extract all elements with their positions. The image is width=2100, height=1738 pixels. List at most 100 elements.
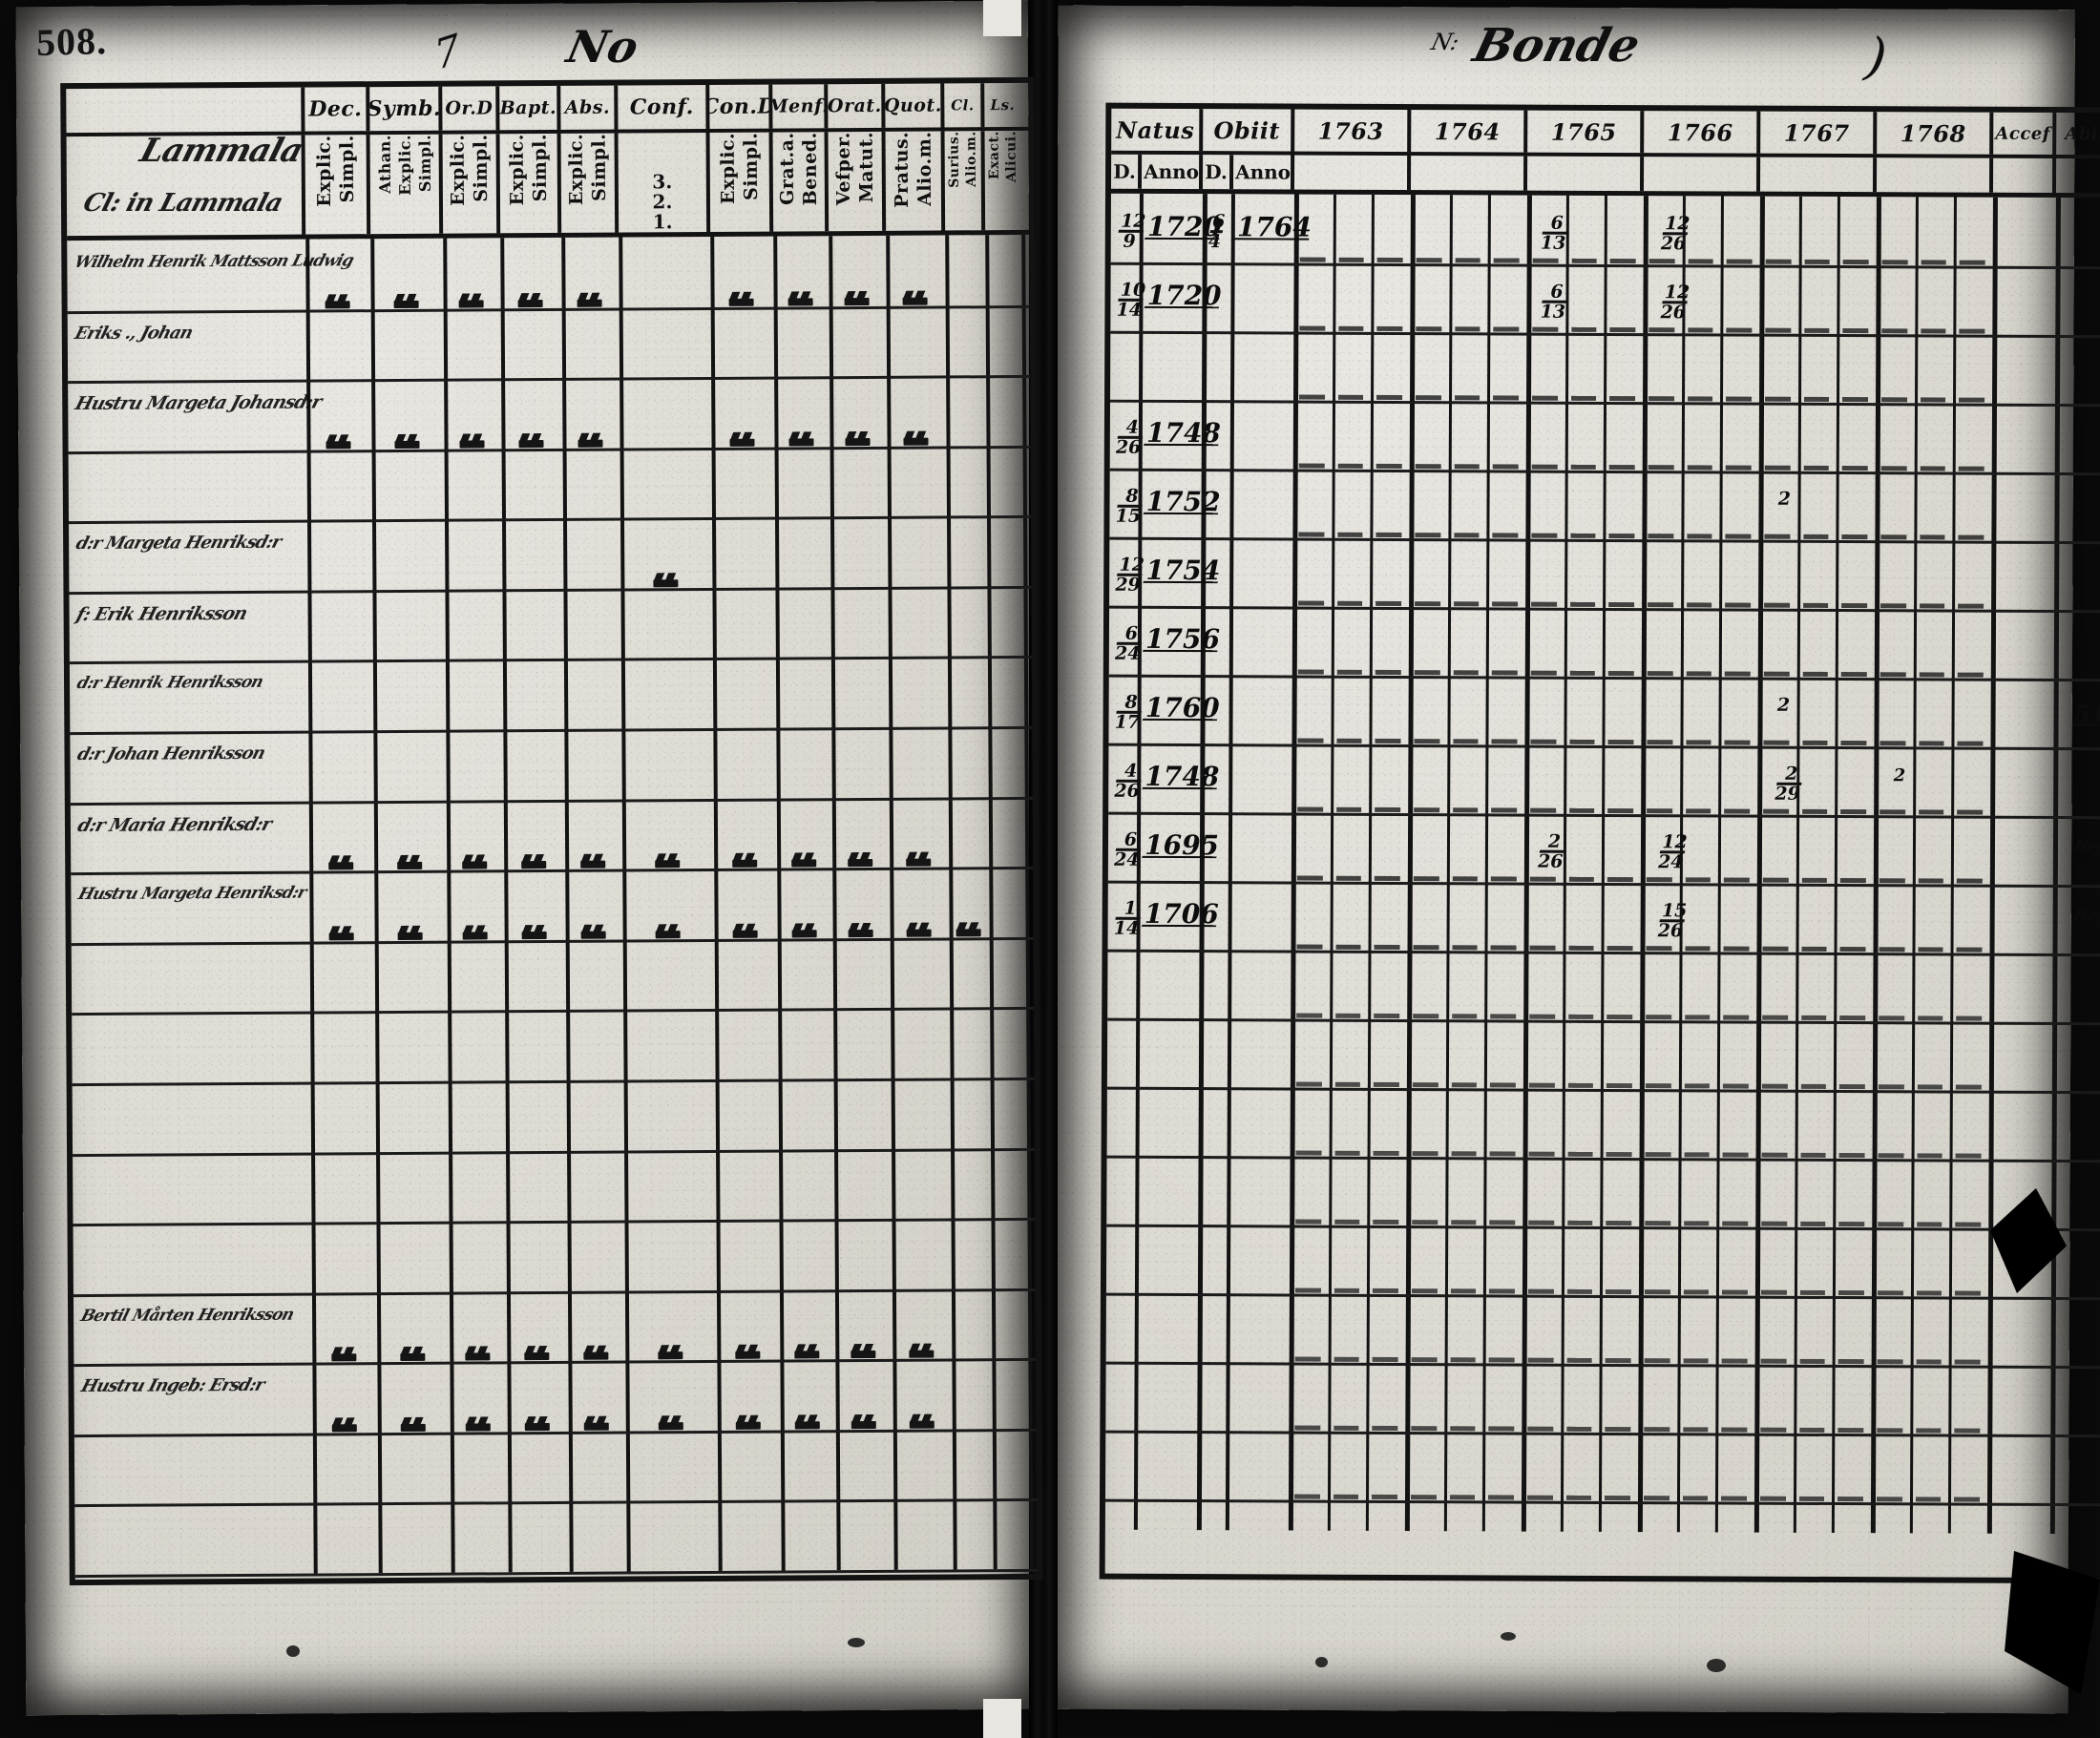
ruling-dash — [1726, 327, 1753, 333]
ruling-dash — [1570, 395, 1597, 401]
ruling-dash — [1880, 741, 1906, 746]
ruling-dash — [1338, 257, 1364, 262]
ruling-dash — [1373, 1288, 1398, 1294]
ruling-dash — [1646, 946, 1672, 952]
right-register-table: Natus Obiit 1763 1764 1765 1766 1767 1768 Accef A… — [1099, 102, 2100, 1584]
ruling-dash — [1493, 326, 1520, 332]
natus-year: 1756 — [1142, 622, 1224, 656]
ruling-dash — [1918, 947, 1943, 953]
ruling-dash — [1881, 328, 1908, 334]
ruling-dash — [1490, 945, 1517, 951]
ruling-dash — [1877, 1290, 1903, 1296]
grid-vline-sub — [1443, 195, 1453, 1532]
ruling-dash — [1528, 1151, 1555, 1157]
accessit-value: Begr: f:här — [2070, 906, 2100, 926]
ruling-dash — [1376, 325, 1403, 332]
vertical-label: Explic. — [565, 133, 587, 206]
ruling-dash — [1609, 258, 1636, 264]
ruling-dash — [1880, 466, 1907, 471]
ruling-dash — [1414, 739, 1440, 744]
right-subcol-label: D. — [1110, 154, 1143, 189]
grid-vline-sub — [1832, 197, 1841, 1534]
ruling-dash — [1682, 1496, 1709, 1501]
ruling-dash — [1763, 740, 1790, 745]
natus-year: 1760 — [1142, 691, 1223, 724]
ruling-dash — [1412, 1220, 1438, 1225]
right-col-header-obiit: Obiit — [1203, 109, 1295, 152]
ruling-dash — [1526, 1495, 1553, 1500]
ruling-dash — [1530, 807, 1556, 813]
grid-vline-sub — [1715, 196, 1725, 1533]
attendance-tick — [658, 1351, 683, 1360]
ruling-dash — [1333, 1494, 1359, 1499]
ruling-dash — [1567, 1151, 1593, 1157]
vertical-label: Alicui. — [1003, 130, 1019, 182]
ruling-dash — [1337, 463, 1364, 469]
ruling-dash — [1800, 1152, 1826, 1158]
ruling-dash — [1801, 946, 1827, 952]
attendance-tick — [325, 301, 350, 309]
ruling-dash — [1918, 809, 1944, 815]
ruling-dash — [1798, 1496, 1825, 1501]
vertical-label: Simpl. — [415, 134, 434, 193]
ruling-dash — [1916, 1359, 1942, 1365]
attendance-tick — [732, 859, 758, 868]
ink-blot-3 — [1315, 1657, 1328, 1667]
ruling-dash — [1416, 395, 1441, 401]
ruling-dash — [1648, 602, 1673, 608]
ruling-dash — [1762, 1015, 1788, 1020]
ruling-dash — [1608, 601, 1635, 608]
ruling-dash — [1374, 944, 1400, 951]
ruling-dash — [1295, 1081, 1322, 1087]
ruling-dash — [1488, 1426, 1515, 1432]
ruling-dash — [1840, 809, 1867, 815]
vertical-label: Exact. — [986, 131, 1002, 180]
ruling-dash — [1722, 1152, 1749, 1158]
ruling-dash — [1607, 807, 1634, 814]
ruling-dash — [1492, 533, 1519, 538]
ruling-dash — [1373, 1219, 1399, 1225]
attendance-tick — [848, 929, 873, 938]
ruling-dash — [1608, 533, 1635, 539]
ruling-dash — [1491, 807, 1518, 813]
ruling-dash — [1721, 1358, 1748, 1364]
left-col-header-dec: Dec. — [304, 87, 370, 132]
ruling-dash — [1765, 396, 1791, 402]
ruling-dash — [1606, 1151, 1632, 1158]
ruling-dash — [1411, 1426, 1437, 1432]
grid-hline — [74, 1428, 1037, 1438]
mark-1765: 15 26 — [1655, 900, 1690, 942]
vertical-label: Surius. — [946, 131, 962, 188]
ruling-dash — [1726, 259, 1753, 264]
ruling-dash — [1803, 465, 1830, 471]
mark-1765: 12 24 — [1655, 831, 1690, 873]
ruling-dash — [1454, 533, 1480, 538]
ruling-dash — [1648, 327, 1675, 333]
attendance-tick — [653, 579, 679, 588]
ruling-dash — [1375, 806, 1401, 813]
attendance-tick — [458, 300, 484, 308]
ruling-dash — [1957, 878, 1983, 884]
ruling-dash — [1376, 532, 1402, 538]
left-col-header-abs: Abs. — [560, 85, 619, 130]
ruling-dash — [1842, 397, 1869, 403]
right-col-header-1763: 1763 — [1294, 109, 1412, 153]
attendance-tick — [331, 1424, 357, 1433]
ruling-dash — [1337, 325, 1364, 331]
ruling-dash — [1453, 601, 1480, 607]
ruling-dash — [1644, 1427, 1670, 1433]
ruling-dash — [1296, 944, 1323, 950]
attendance-tick — [578, 439, 603, 448]
ruling-dash — [1372, 1356, 1398, 1363]
left-col-header-quot: Quot. — [885, 83, 945, 128]
ruling-dash — [1337, 532, 1363, 537]
ruling-dash — [1529, 1014, 1555, 1019]
ruling-dash — [1531, 601, 1557, 607]
vertical-label: Explic. — [506, 134, 528, 206]
grid-hline — [74, 1568, 1038, 1579]
ruling-dash — [1876, 1497, 1902, 1502]
attendance-tick — [465, 1352, 491, 1361]
mark-1767: 2 — [1891, 765, 1908, 786]
ink-blot-4 — [1501, 1632, 1516, 1641]
ruling-dash — [1336, 600, 1363, 606]
